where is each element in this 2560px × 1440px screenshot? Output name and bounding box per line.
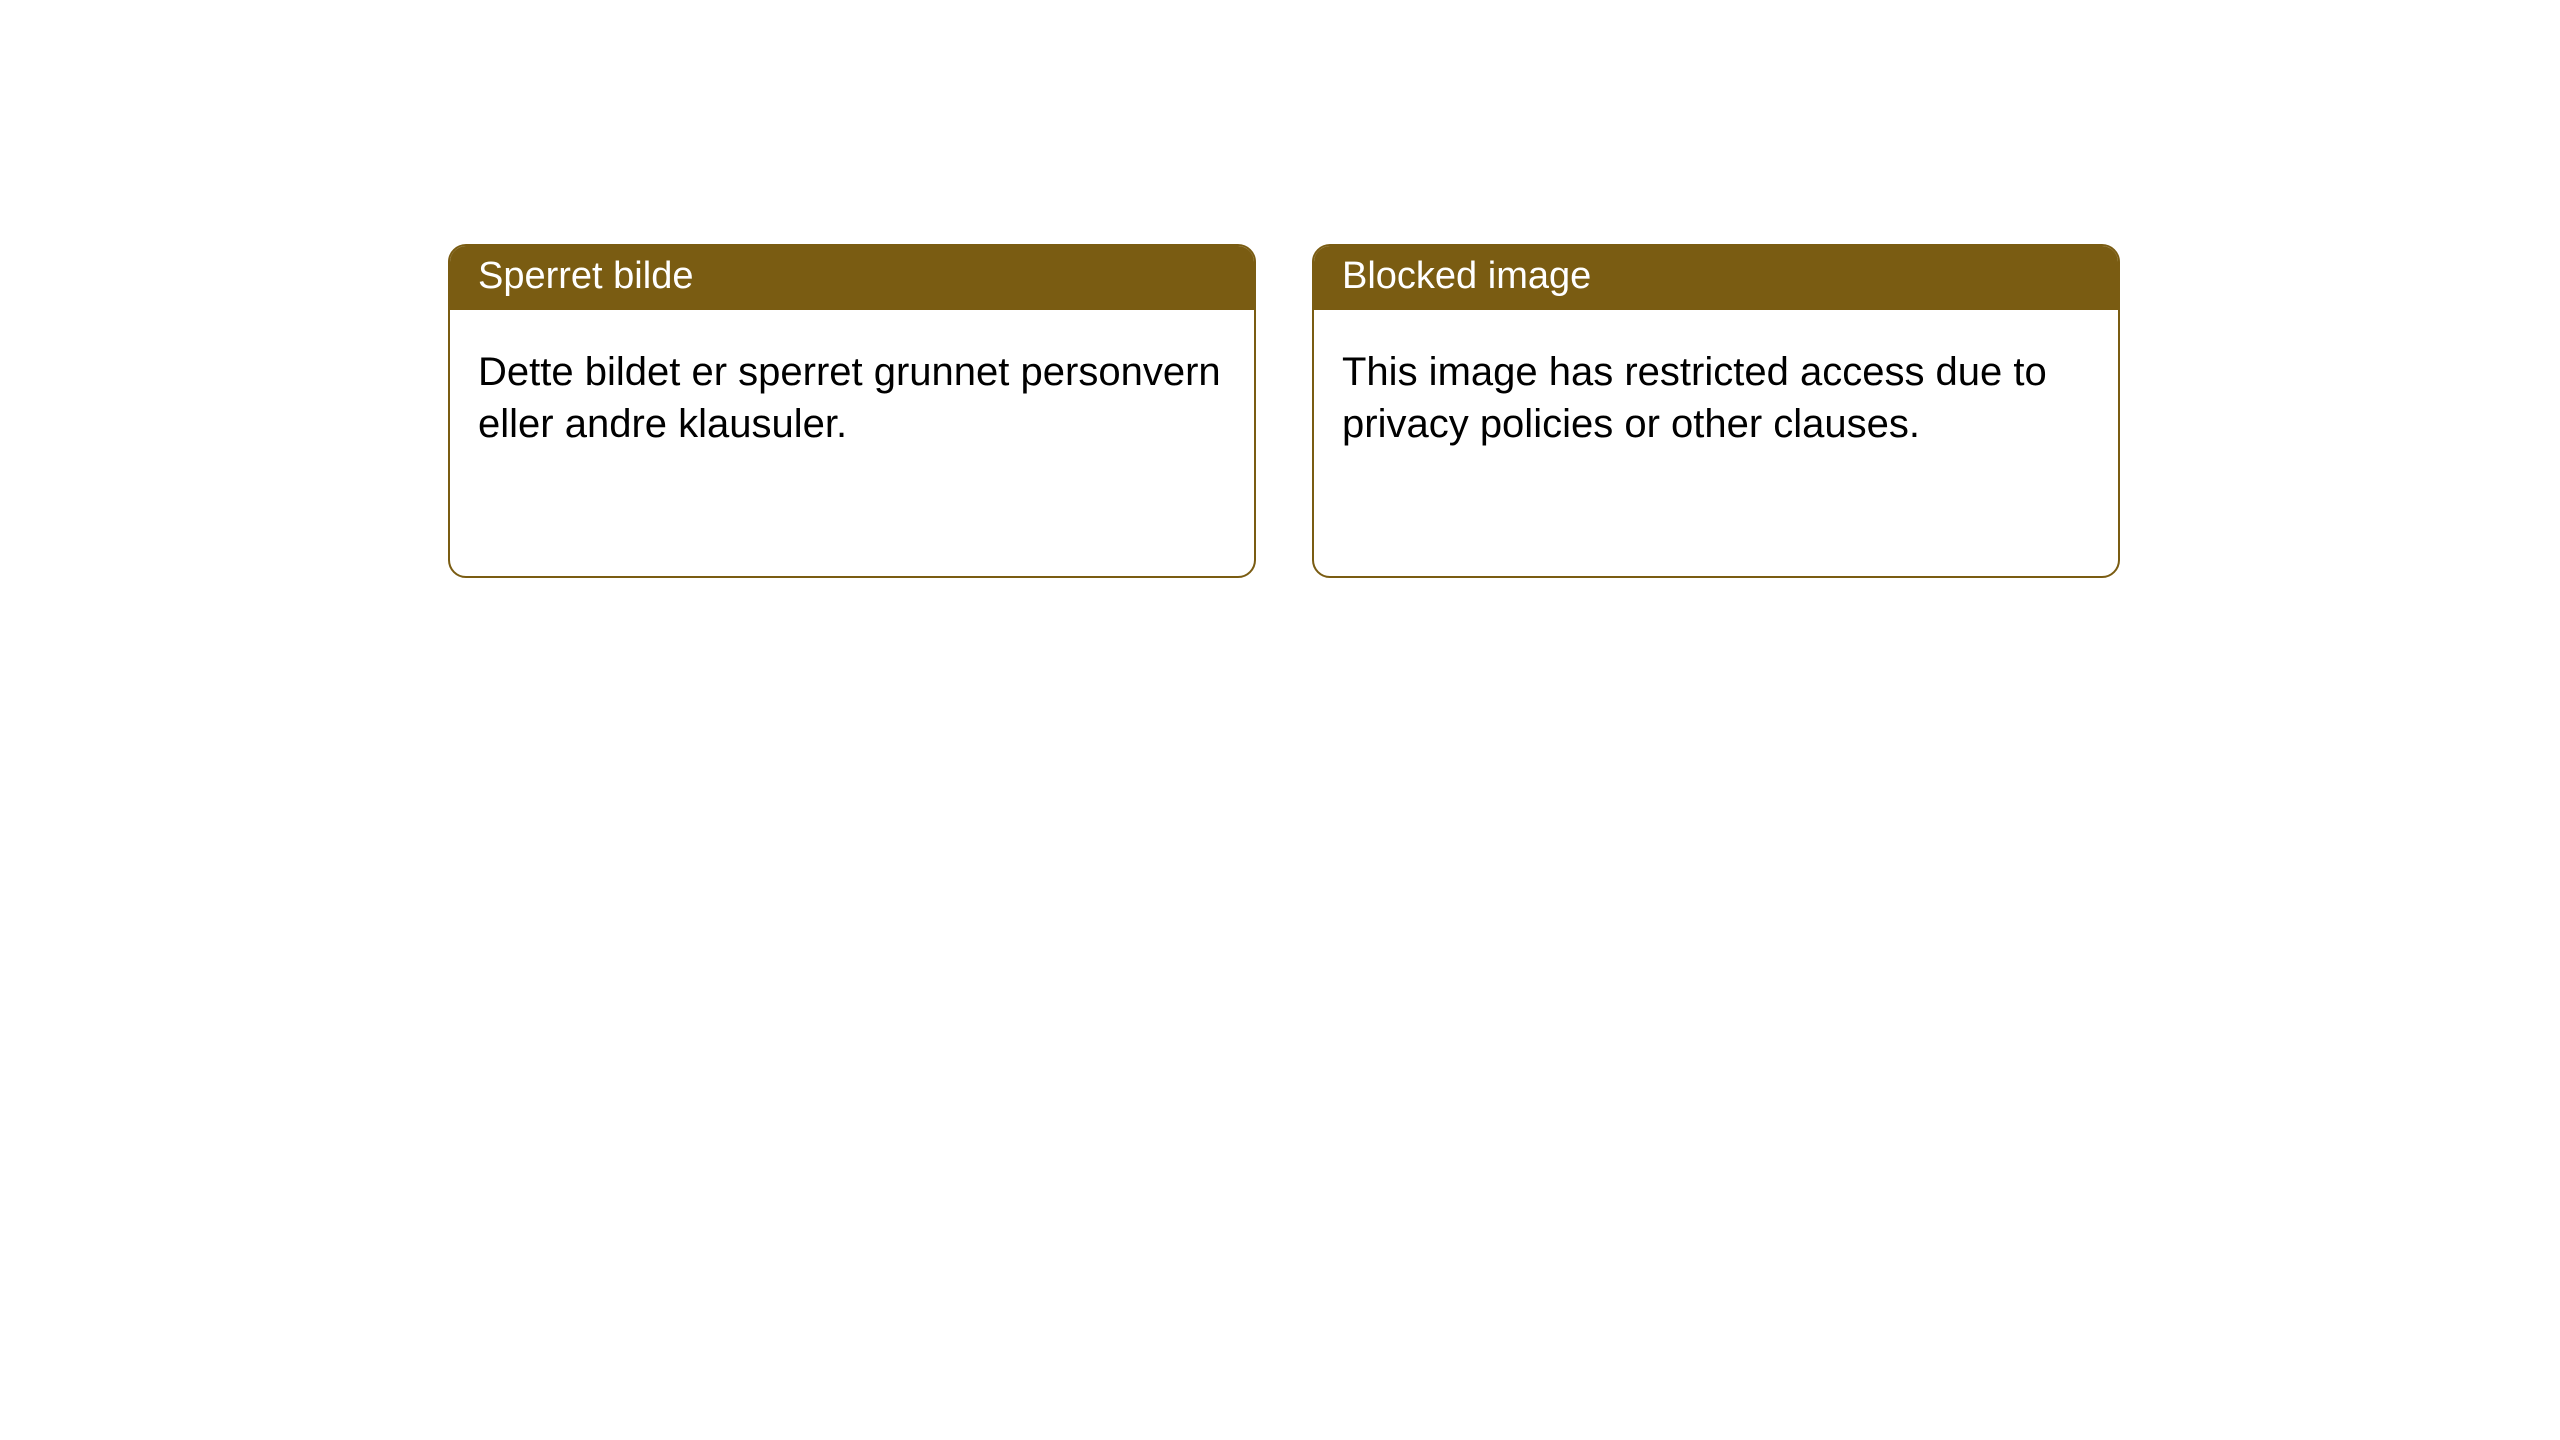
blocked-image-card-norwegian: Sperret bilde Dette bildet er sperret gr… [448, 244, 1256, 578]
card-body: This image has restricted access due to … [1314, 310, 2118, 478]
card-header: Sperret bilde [450, 246, 1254, 310]
card-header: Blocked image [1314, 246, 2118, 310]
cards-container: Sperret bilde Dette bildet er sperret gr… [0, 0, 2560, 578]
blocked-image-card-english: Blocked image This image has restricted … [1312, 244, 2120, 578]
card-body: Dette bildet er sperret grunnet personve… [450, 310, 1254, 478]
